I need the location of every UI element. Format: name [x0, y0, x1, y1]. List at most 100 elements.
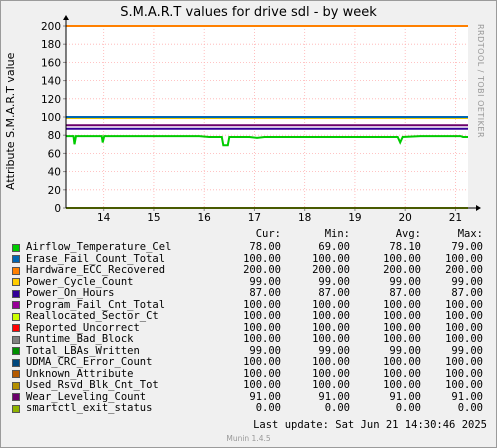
legend-row: smartctl_exit_status 0.00 0.00 0.00 0.00: [12, 402, 487, 415]
legend-row: Power_On_Hours 87.00 87.00 87.00 87.00: [12, 287, 487, 300]
legend-name: smartctl_exit_status: [26, 402, 153, 414]
legend-cur: 100.00: [243, 379, 281, 391]
legend-row: Power_Cycle_Count 99.00 99.00 99.00 99.00: [12, 275, 487, 289]
legend-cur: 100.00: [243, 252, 281, 265]
legend-row: Wear_Leveling_Count 91.00 91.00 91.00 91.00: [12, 390, 487, 404]
legend-avg: 100.00: [383, 298, 421, 311]
legend-min: 0.00: [324, 402, 350, 414]
legend-row: Erase_Fail_Count_Total 100.00 100.00 100.00…: [12, 252, 487, 266]
legend-avg: 100.00: [383, 321, 421, 334]
x-tick-label: 16: [198, 212, 212, 224]
x-tick-label: 20: [399, 212, 412, 224]
x-tick-label: 15: [147, 212, 160, 224]
legend-max: 100.00: [445, 298, 483, 311]
x-tick-label: 21: [449, 212, 462, 224]
legend-name: Program_Fail_Cnt_Total: [26, 298, 166, 311]
y-tick-label: 140: [41, 76, 61, 88]
legend-swatch: [12, 370, 20, 378]
legend-avg: 91.00: [389, 390, 421, 403]
legend-name: UDMA_CRC_Error_Count: [26, 356, 153, 368]
y-tick-label: 160: [41, 57, 61, 69]
legend-name: Unknown_Attribute: [26, 367, 134, 380]
legend-avg: 100.00: [383, 367, 421, 380]
legend-swatch: [12, 301, 20, 309]
legend-max: 100.00: [445, 356, 483, 368]
x-tick-label: 17: [248, 212, 261, 224]
last-update: Last update: Sat Jun 21 14:30:46 2025: [253, 419, 487, 431]
legend-min: 200.00: [312, 264, 350, 276]
legend-min: 100.00: [312, 321, 350, 334]
legend-name: Erase_Fail_Count_Total: [26, 252, 166, 265]
legend-max: 100.00: [445, 367, 483, 380]
x-axis-arrow: [476, 205, 481, 211]
legend-header-max: Max:: [457, 228, 483, 240]
legend-cur: 100.00: [243, 310, 281, 322]
legend-min: 69.00: [318, 241, 350, 253]
y-tick-label: 180: [41, 39, 61, 51]
legend-swatch: [12, 358, 20, 367]
legend-avg: 100.00: [383, 333, 421, 345]
legend-header-avg: Avg:: [395, 228, 421, 240]
legend-name: Total_LBAs_Written: [26, 344, 140, 357]
legend-avg: 100.00: [383, 252, 421, 265]
y-tick-label: 40: [48, 167, 61, 179]
legend-max: 100.00: [445, 379, 483, 391]
legend-avg: 99.00: [389, 344, 421, 357]
legend-header: Cur: Min: Avg: Max:: [12, 228, 487, 242]
legend-row: Runtime_Bad_Block 100.00 100.00 100.00 100.0…: [12, 333, 487, 346]
legend: Cur: Min: Avg: Max: Airflow_Temperature_…: [12, 228, 487, 415]
legend-cur: 100.00: [243, 333, 281, 345]
legend-min: 100.00: [312, 333, 350, 345]
legend-cur: 87.00: [249, 287, 281, 299]
y-axis-arrow: [63, 15, 69, 20]
legend-avg: 100.00: [383, 356, 421, 368]
legend-swatch: [12, 335, 20, 344]
y-tick-label: 120: [41, 94, 61, 106]
legend-swatch: [12, 404, 20, 413]
legend-swatch: [12, 278, 20, 286]
legend-cur: 99.00: [249, 344, 281, 357]
legend-max: 79.00: [451, 241, 483, 253]
legend-min: 100.00: [312, 356, 350, 368]
legend-min: 100.00: [312, 298, 350, 311]
legend-min: 99.00: [318, 344, 350, 357]
legend-swatch: [12, 255, 20, 263]
legend-avg: 78.10: [389, 241, 421, 253]
chart-title: S.M.A.R.T values for drive sdl - by week: [120, 5, 377, 20]
munin-version: Munin 1.4.5: [226, 434, 271, 443]
legend-max: 100.00: [445, 333, 483, 345]
legend-swatch: [12, 312, 20, 321]
legend-cur: 100.00: [243, 356, 281, 368]
legend-row: Reallocated_Sector_Ct 100.00 100.00 100.00 1…: [12, 310, 487, 323]
legend-swatch: [12, 381, 20, 390]
legend-min: 100.00: [312, 367, 350, 380]
legend-max: 99.00: [451, 275, 483, 288]
legend-cur: 0.00: [255, 402, 281, 414]
legend-avg: 87.00: [389, 287, 421, 299]
legend-max: 0.00: [457, 402, 483, 414]
legend-avg: 100.00: [383, 310, 421, 322]
legend-avg: 200.00: [383, 264, 421, 276]
legend-name: Wear_Leveling_Count: [26, 390, 147, 403]
legend-name: Power_On_Hours: [26, 287, 115, 299]
y-tick-label: 60: [48, 148, 61, 160]
legend-name: Reported_Uncorrect: [26, 321, 140, 334]
legend-max: 200.00: [445, 264, 483, 276]
y-tick-label: 0: [54, 203, 61, 215]
legend-avg: 0.00: [395, 402, 421, 414]
legend-swatch: [12, 289, 20, 298]
legend-min: 91.00: [318, 390, 350, 403]
legend-cur: 100.00: [243, 367, 281, 380]
legend-min: 100.00: [312, 379, 350, 391]
legend-cur: 100.00: [243, 298, 281, 311]
legend-name: Power_Cycle_Count: [26, 275, 134, 288]
legend-swatch: [12, 266, 20, 275]
series-line: [66, 135, 468, 147]
legend-name: Reallocated_Sector_Ct: [26, 310, 159, 322]
legend-name: Runtime_Bad_Block: [26, 333, 134, 345]
legend-avg: 100.00: [383, 379, 421, 391]
legend-row: Unknown_Attribute 100.00 100.00 100.00 100.0…: [12, 367, 487, 381]
legend-rows: Airflow_Temperature_Cel 78.00 69.00 78.10 79…: [12, 241, 487, 415]
legend-header-min: Min:: [324, 228, 350, 240]
legend-swatch: [12, 347, 20, 355]
